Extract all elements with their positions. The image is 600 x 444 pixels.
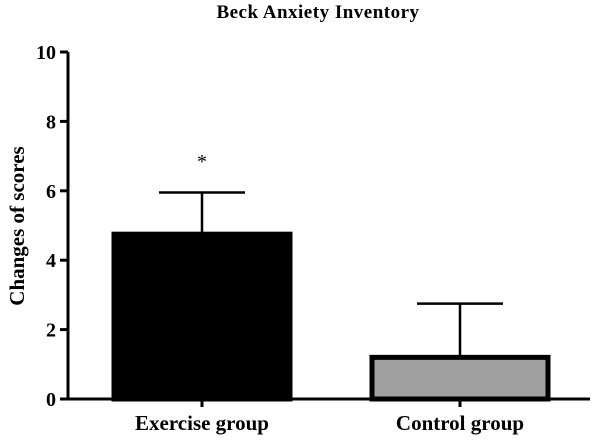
y-axis: 0 2 4 6 8 10 [36,42,70,411]
significance-marker: * [197,151,207,173]
y-axis-label: Changes of scores [5,146,29,305]
error-bars [159,191,503,358]
y-tick-label: 10 [36,42,56,64]
chart-title: Beck Anxiety Inventory [216,2,419,23]
bar-exercise-group [111,231,293,402]
bar-control-group [369,354,551,402]
y-tick-label: 0 [46,389,56,411]
category-label: Control group [396,411,524,435]
y-tick-label: 2 [46,320,56,342]
category-labels: Exercise group Control group [135,411,524,435]
bars [111,231,551,402]
annotations: * [197,151,207,173]
y-tick-label: 4 [46,250,56,272]
y-tick-label: 6 [46,181,56,203]
category-label: Exercise group [135,411,269,435]
y-tick-label: 8 [46,111,56,133]
